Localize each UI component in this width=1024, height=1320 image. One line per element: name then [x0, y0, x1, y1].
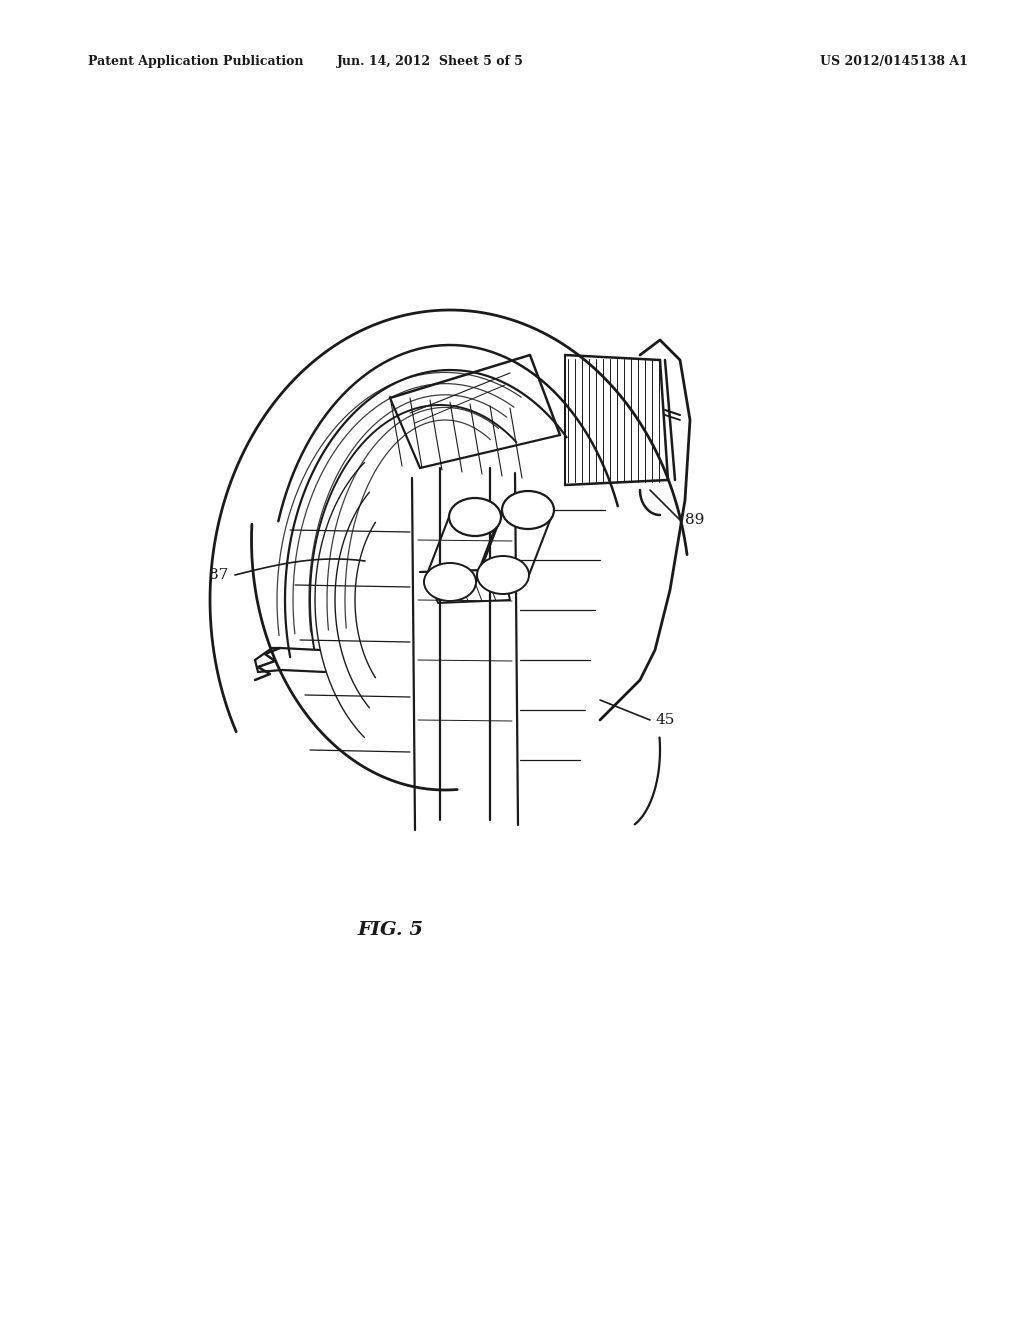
Text: FIG. 5: FIG. 5	[357, 921, 423, 939]
Text: 45: 45	[655, 713, 675, 727]
Ellipse shape	[477, 556, 529, 594]
Text: US 2012/0145138 A1: US 2012/0145138 A1	[820, 55, 968, 69]
Ellipse shape	[424, 564, 476, 601]
Ellipse shape	[449, 498, 501, 536]
Text: 89: 89	[685, 513, 705, 527]
Text: Patent Application Publication: Patent Application Publication	[88, 55, 303, 69]
Text: 87: 87	[209, 568, 228, 582]
Text: Jun. 14, 2012  Sheet 5 of 5: Jun. 14, 2012 Sheet 5 of 5	[337, 55, 523, 69]
Ellipse shape	[502, 491, 554, 529]
